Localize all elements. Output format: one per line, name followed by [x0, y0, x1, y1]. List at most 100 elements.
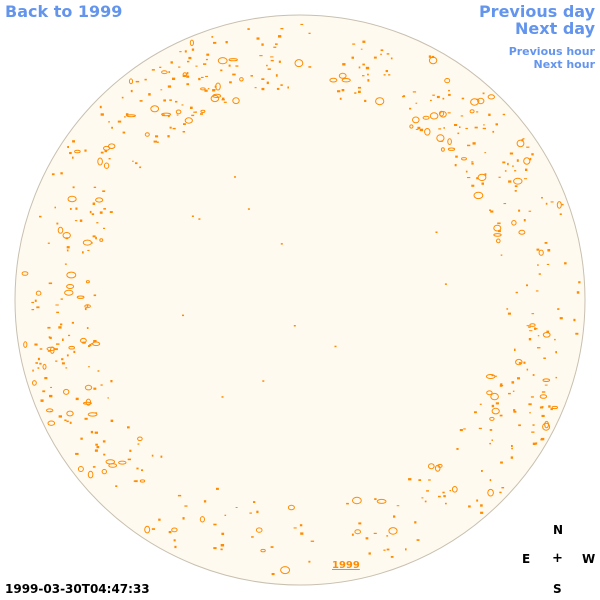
contour-speck [430, 99, 432, 102]
contour-speck [294, 59, 304, 68]
next-hour-link[interactable]: Next hour [533, 58, 596, 71]
contour-speck [559, 317, 563, 320]
contour-speck [334, 345, 337, 348]
contour-speck [561, 203, 564, 206]
contour-speck [46, 346, 56, 352]
contour-speck [151, 454, 154, 457]
contour-speck [34, 343, 38, 346]
contour-speck [92, 202, 96, 205]
contour-speck [479, 403, 482, 405]
contour-speck [198, 77, 201, 81]
contour-speck [151, 69, 155, 71]
contour-speck [88, 366, 90, 368]
contour-speck [518, 229, 526, 235]
contour-speck [191, 48, 195, 51]
contour-speck [440, 140, 444, 142]
contour-speck [488, 113, 491, 116]
contour-speck [194, 111, 197, 113]
contour-speck [489, 429, 493, 431]
contour-speck [260, 548, 266, 553]
contour-speck [86, 327, 89, 329]
contour-speck [415, 128, 419, 130]
contour-speck [39, 215, 42, 218]
contour-speck [578, 281, 581, 284]
next-day-link[interactable]: Next day [515, 19, 595, 38]
previous-hour-link[interactable]: Previous hour [508, 45, 595, 58]
contour-speck [148, 93, 151, 96]
contour-speck [493, 233, 502, 237]
contour-speck [93, 294, 97, 297]
contour-speck [100, 113, 104, 116]
contour-speck [249, 512, 252, 514]
contour-speck [110, 380, 113, 383]
contour-speck [280, 243, 283, 245]
contour-speck [44, 377, 48, 380]
contour-speck [408, 478, 412, 481]
contour-speck [50, 386, 52, 388]
contour-speck [481, 182, 484, 185]
contour-speck [162, 114, 165, 117]
contour-speck [125, 113, 129, 116]
contour-speck [364, 99, 367, 102]
contour-speck [108, 158, 111, 160]
contour-speck [160, 89, 163, 91]
contour-speck [220, 548, 223, 551]
contour-speck [93, 186, 97, 188]
contour-speck [84, 308, 87, 311]
contour-speck [206, 53, 210, 56]
contour-speck [477, 173, 487, 182]
contour-speck [239, 77, 244, 82]
contour-speck [80, 437, 83, 440]
contour-speck [135, 80, 140, 83]
contour-speck [103, 227, 106, 229]
contour-speck [182, 517, 185, 520]
contour-speck [168, 71, 171, 73]
contour-speck [557, 308, 560, 310]
contour-speck [170, 61, 173, 64]
contour-speck [66, 354, 69, 357]
contour-speck [531, 313, 535, 315]
back-to-year-link[interactable]: Back to 1999 [5, 2, 123, 21]
contour-speck [62, 232, 71, 239]
solar-disk [14, 14, 586, 586]
contour-speck [428, 479, 431, 481]
contour-speck [172, 77, 176, 80]
contour-speck [174, 545, 177, 549]
contour-speck [308, 32, 311, 34]
contour-speck [57, 226, 64, 234]
contour-speck [293, 527, 297, 529]
contour-speck [94, 431, 98, 434]
contour-speck [521, 139, 524, 142]
contour-speck [287, 504, 295, 511]
contour-speck [156, 141, 159, 143]
contour-speck [454, 124, 458, 126]
contour-speck [266, 64, 268, 67]
contour-speck [419, 128, 424, 132]
previous-day-link[interactable]: Previous day [478, 2, 595, 21]
contour-speck [255, 527, 263, 533]
contour-speck [511, 447, 513, 450]
contour-speck [84, 149, 87, 152]
contour-speck [308, 66, 312, 68]
contour-speck [526, 325, 530, 327]
contour-speck [34, 299, 37, 302]
contour-speck [103, 145, 110, 151]
contour-speck [477, 97, 485, 105]
contour-speck [532, 374, 535, 376]
contour-speck [182, 314, 184, 317]
contour-speck [341, 89, 345, 92]
year-link[interactable]: 1999 [332, 560, 360, 571]
contour-speck [465, 170, 468, 173]
contour-speck [75, 207, 78, 210]
contour-speck [103, 453, 106, 456]
contour-speck [184, 50, 187, 53]
contour-speck [541, 406, 544, 408]
contour-speck [380, 49, 384, 52]
contour-speck [109, 211, 113, 213]
contour-speck [183, 123, 186, 125]
contour-speck [388, 74, 391, 76]
contour-speck [329, 77, 338, 83]
contour-speck [523, 219, 526, 222]
contour-speck [513, 410, 517, 413]
contour-speck [375, 97, 385, 106]
